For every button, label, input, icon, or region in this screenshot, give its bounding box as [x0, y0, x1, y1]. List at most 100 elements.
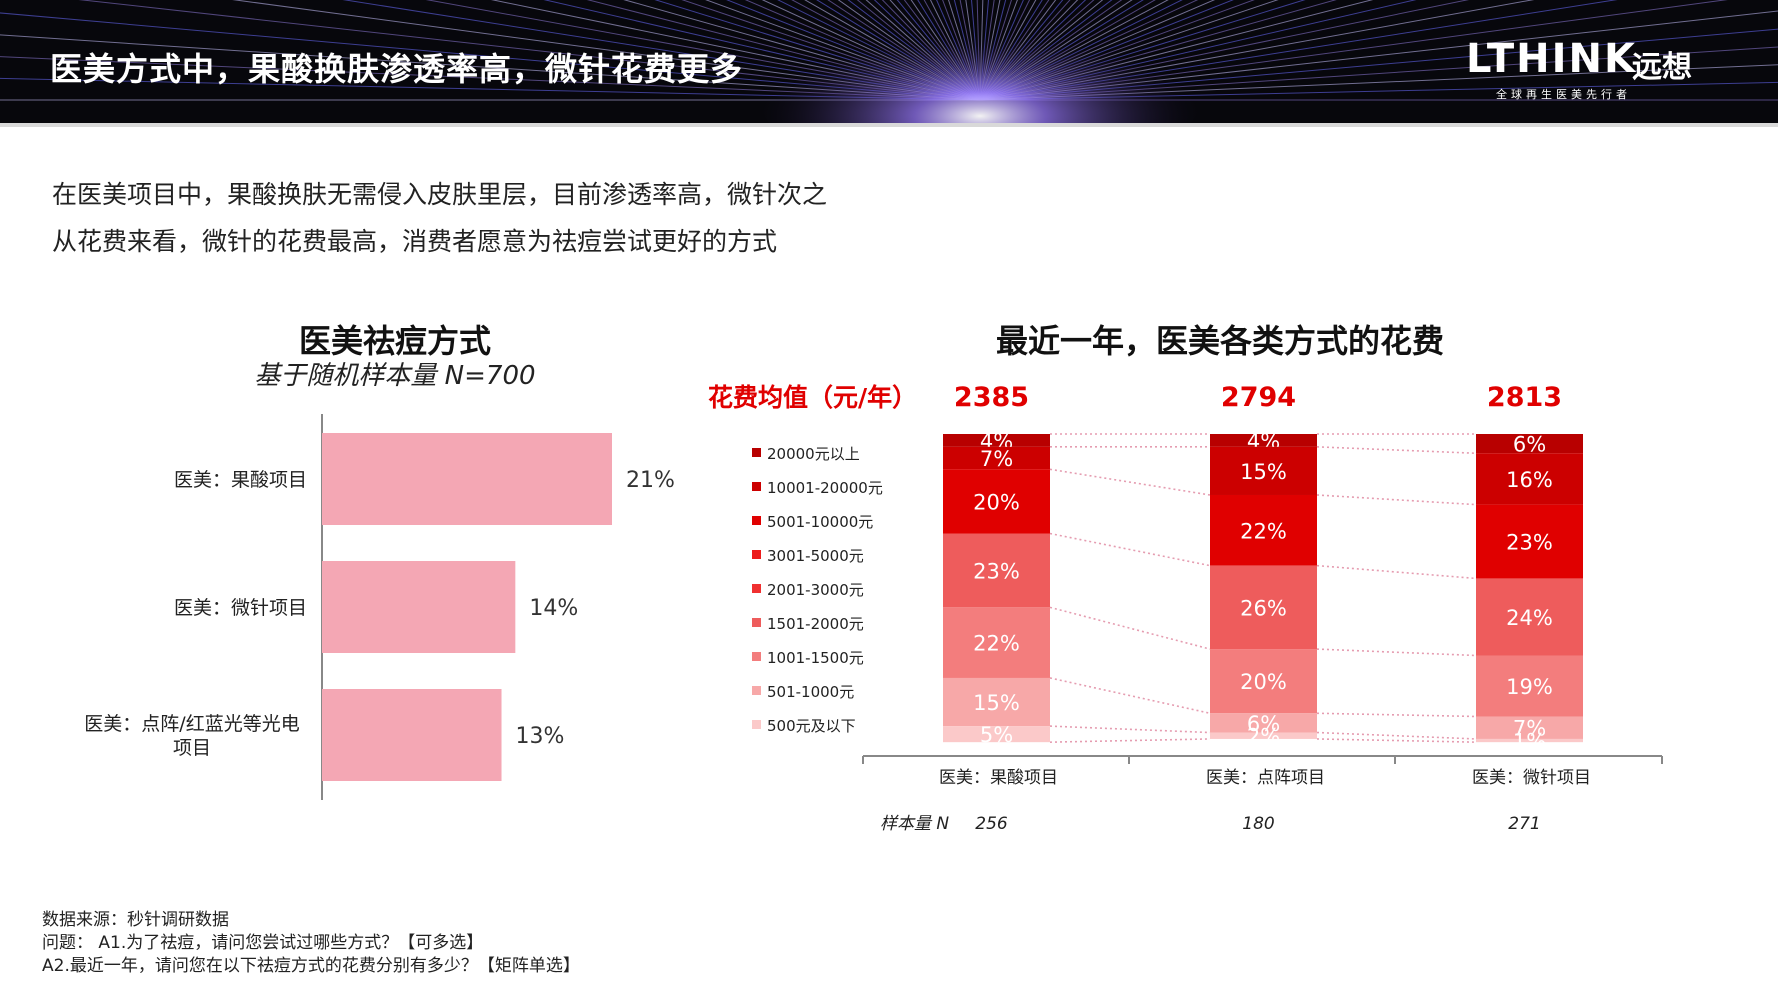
segment-2-5 — [1476, 578, 1583, 656]
header-background — [0, 0, 1778, 127]
sample-size-1: 180 — [1242, 814, 1274, 834]
segment-label-0-5: 23% — [973, 559, 1020, 583]
segment-1-1 — [1210, 446, 1317, 495]
segment-0-6 — [943, 607, 1050, 678]
segment-0-7 — [943, 677, 1050, 727]
header-ray — [873, 0, 981, 101]
legend-swatch-2 — [752, 516, 761, 525]
legend-swatch-8 — [752, 720, 761, 729]
bar-2 — [322, 689, 502, 781]
header-ray — [777, 0, 981, 101]
segment-label-2-2: 23% — [1506, 531, 1553, 555]
segment-label-0-2: 20% — [973, 490, 1020, 514]
category-label-2: 医美：微针项目 — [1472, 768, 1591, 788]
legend-label-4: 2001-3000元 — [767, 581, 864, 599]
segment-2-7 — [1476, 716, 1583, 739]
sample-size-2: 271 — [1508, 814, 1540, 834]
segment-0-5 — [943, 533, 1050, 608]
header-ray — [705, 0, 981, 101]
sample-size-label: 样本量 N — [880, 814, 949, 834]
segment-1-7 — [1210, 713, 1317, 733]
legend-label-1: 10001-20000元 — [767, 479, 883, 497]
segment-label-1-8: 2% — [1247, 725, 1280, 749]
connector-line — [1316, 731, 1477, 740]
connector-line — [1316, 494, 1477, 506]
category-label-2-0: 医美：点阵/红蓝光等光电 — [84, 713, 299, 735]
left-chart-subtitle: 基于随机样本量 N=700 — [254, 361, 536, 391]
segment-label-2-7: 7% — [1513, 717, 1546, 741]
header-ray — [979, 0, 1123, 101]
header-ray — [865, 0, 981, 101]
legend-swatch-0 — [752, 448, 761, 457]
footnote-question-a1: 问题： A1.为了祛痘，请问您尝试过哪些方式？【可多选】 — [42, 933, 484, 953]
header-divider — [0, 123, 1778, 127]
bar-value-label-2: 13% — [516, 724, 565, 749]
connector-line — [1049, 738, 1211, 743]
segment-label-0-8: 5% — [980, 723, 1013, 747]
header-banner: 医美方式中，果酸换肤渗透率高，微针花费更多 LTHINK 远想 全球再生医美先行… — [0, 0, 1778, 127]
header-ray — [837, 0, 981, 101]
logo-chinese-name: 远想 — [1632, 50, 1692, 85]
legend-label-8: 500元及以下 — [767, 717, 856, 735]
bar-value-label-1: 14% — [529, 596, 578, 621]
legend-label-2: 5001-10000元 — [767, 513, 873, 531]
legend-swatch-6 — [752, 652, 761, 661]
header-ray — [816, 0, 981, 101]
category-label-0-0: 医美：果酸项目 — [174, 469, 307, 491]
header-ray — [979, 0, 1133, 101]
header-ray — [979, 0, 1234, 101]
connector-line — [1049, 725, 1211, 734]
legend-label-3: 3001-5000元 — [767, 547, 864, 565]
segment-label-2-6: 19% — [1506, 675, 1553, 699]
mean-value-0: 2385 — [954, 382, 1029, 413]
legend-swatch-5 — [752, 618, 761, 627]
page-title: 医美方式中，果酸换肤渗透率高，微针花费更多 — [50, 50, 744, 88]
connector-line — [1049, 532, 1211, 567]
connector-line — [1316, 738, 1477, 743]
segment-label-1-7: 6% — [1247, 712, 1280, 736]
header-ray — [979, 0, 1169, 101]
segment-0-8 — [943, 726, 1050, 743]
segment-label-2-1: 16% — [1506, 468, 1553, 492]
mean-value-2: 2813 — [1487, 382, 1562, 413]
header-ray — [856, 0, 981, 101]
header-ray — [744, 0, 981, 101]
header-ray — [681, 0, 981, 101]
bar-0 — [322, 433, 612, 525]
segment-label-1-6: 20% — [1240, 670, 1287, 694]
segment-label-1-2: 22% — [1240, 519, 1287, 543]
header-ray — [979, 0, 1279, 101]
mean-label: 花费均值（元/年） — [708, 383, 917, 412]
header-ray — [804, 0, 981, 101]
segment-label-2-5: 24% — [1506, 606, 1553, 630]
logo-wordmark: LTHINK — [1466, 36, 1637, 82]
header-ray — [979, 0, 1087, 101]
header-ray — [979, 0, 1216, 101]
header-ray — [979, 0, 1095, 101]
header-ray — [979, 0, 1255, 101]
legend-swatch-3 — [752, 550, 761, 559]
legend-swatch-1 — [752, 482, 761, 491]
segment-2-0 — [1476, 434, 1583, 454]
connector-line — [1316, 648, 1477, 657]
header-ray — [847, 0, 981, 101]
category-label-1: 医美：点阵项目 — [1206, 768, 1325, 788]
legend-label-5: 1501-2000元 — [767, 615, 864, 633]
left-chart-title: 医美祛痘方式 — [298, 322, 491, 360]
logo-slogan: 全球再生医美先行者 — [1496, 88, 1631, 101]
header-glow — [760, 20, 1200, 127]
summary-line-1: 在医美项目中，果酸换肤无需侵入皮肤里层，目前渗透率高，微针次之 — [52, 180, 828, 209]
legend-label-7: 501-1000元 — [767, 683, 854, 701]
header-ray — [761, 0, 981, 101]
segment-0-1 — [943, 446, 1050, 470]
bar-value-label-0: 21% — [626, 468, 675, 493]
connector-line — [1316, 564, 1477, 580]
connector-line — [1316, 446, 1477, 455]
summary-line-2: 从花费来看，微针的花费最高，消费者愿意为祛痘尝试更好的方式 — [52, 227, 778, 256]
connector-line — [1049, 468, 1211, 496]
footnote-source: 数据来源：秒针调研数据 — [42, 910, 229, 930]
header-ray — [726, 0, 981, 101]
header-ray — [979, 0, 1104, 101]
connector-line — [1316, 712, 1477, 718]
